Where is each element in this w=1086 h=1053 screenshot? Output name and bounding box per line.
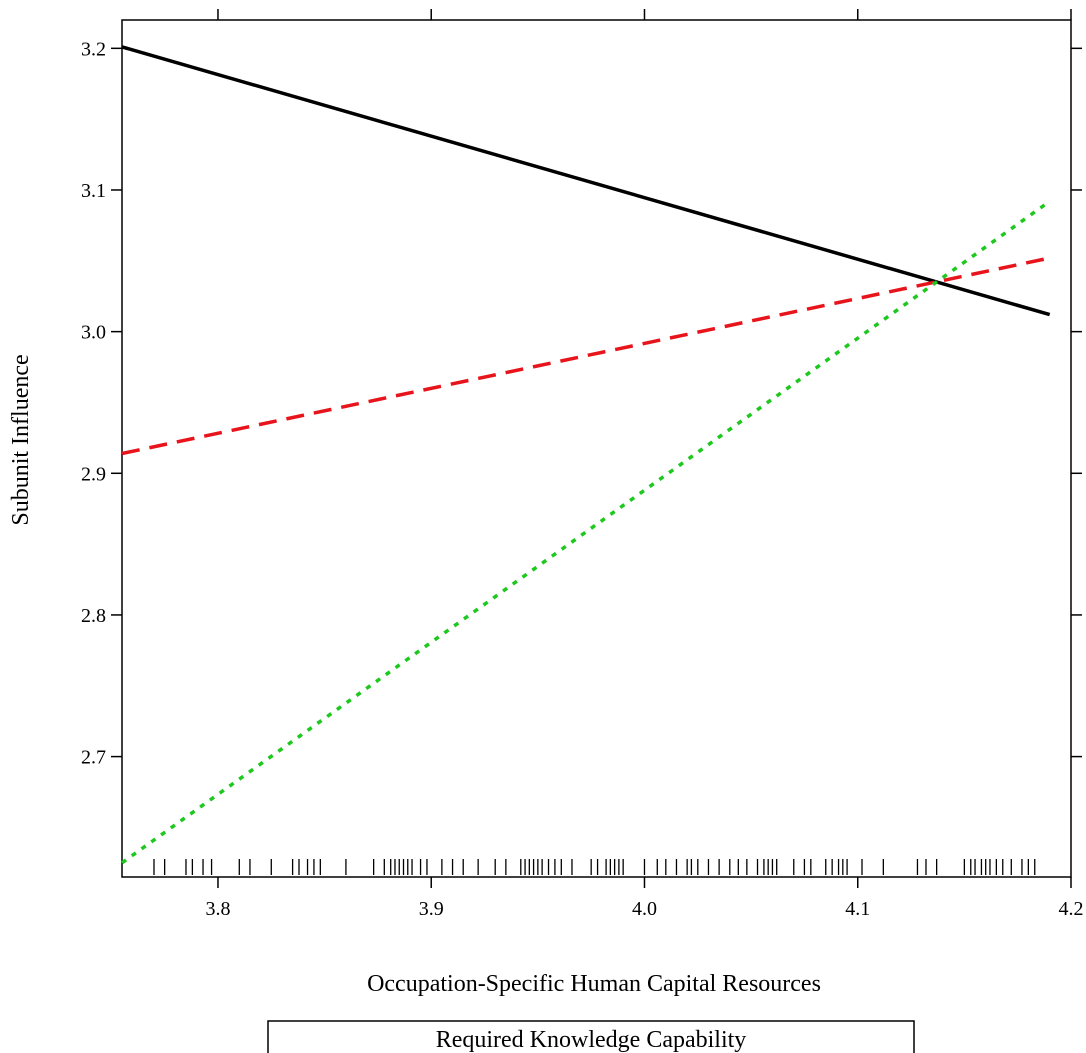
- series-line-1-sd: [121, 45, 1051, 317]
- x-tick-label: 3.8: [205, 898, 230, 920]
- x-tick-label: 4.1: [845, 898, 870, 920]
- legend-box: [267, 1020, 915, 1053]
- legend-title: Required Knowledge Capability: [436, 1027, 747, 1053]
- x-tick-label: 4.2: [1059, 898, 1084, 920]
- x-tick-label: 3.9: [419, 898, 444, 920]
- x-tick-label: 4.0: [632, 898, 657, 920]
- legend: Required Knowledge Capability -1 SDMean+…: [267, 1020, 915, 1053]
- y-tick-label: 3.1: [81, 180, 106, 202]
- y-tick-label: 2.9: [81, 463, 106, 485]
- y-tick-label: 3.0: [81, 322, 106, 344]
- y-axis-label: Subunit Influence: [8, 354, 34, 525]
- y-tick-label: 2.7: [81, 747, 106, 769]
- y-tick-label: 2.8: [81, 605, 106, 627]
- plot-frame: [121, 19, 1072, 878]
- x-axis-label: Occupation-Specific Human Capital Resour…: [367, 971, 821, 997]
- y-tick-label: 3.2: [81, 38, 106, 60]
- series-line-1-sd: [120, 199, 1051, 865]
- series-line-mean: [121, 256, 1051, 456]
